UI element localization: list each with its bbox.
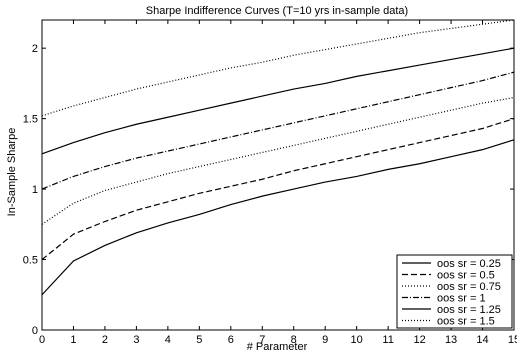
x-tick-label: 4	[165, 334, 171, 346]
y-tick-label: 1.5	[23, 114, 38, 126]
x-tick-label: 14	[476, 334, 488, 346]
x-tick-label: 11	[382, 334, 393, 346]
legend-label: oos sr = 0.25	[437, 258, 501, 270]
series-line-3	[42, 98, 514, 225]
x-tick-label: 6	[228, 334, 234, 346]
x-tick-label: 12	[413, 334, 425, 346]
y-tick-label: 2	[32, 43, 38, 55]
x-axis-label: # Parameter	[247, 341, 308, 353]
legend-label: oos sr = 0.75	[437, 281, 501, 293]
chart-title: Sharpe Indifference Curves (T=10 yrs in-…	[146, 5, 408, 17]
y-tick-label: 1	[32, 184, 38, 196]
legend-label: oos sr = 1	[437, 293, 486, 305]
series-line-5	[42, 48, 514, 154]
x-tick-label: 7	[259, 334, 265, 346]
y-tick-label: 0	[32, 325, 38, 337]
series-layer	[42, 20, 514, 295]
x-tick-label: 3	[133, 334, 139, 346]
x-tick-label: 1	[70, 334, 76, 346]
y-axis-label: In-Sample Sharpe	[6, 128, 18, 217]
x-tick-label: 2	[102, 334, 108, 346]
x-tick-label: 0	[39, 334, 45, 346]
x-tick-label: 10	[351, 334, 363, 346]
x-tick-label: 9	[322, 334, 328, 346]
x-tick-label: 8	[291, 334, 297, 346]
series-line-6	[42, 20, 514, 116]
legend-label: oos sr = 0.5	[437, 270, 495, 282]
legend-label: oos sr = 1.25	[437, 304, 501, 316]
series-line-2	[42, 119, 514, 260]
x-tick-label: 15	[508, 334, 517, 346]
legend-label: oos sr = 1.5	[437, 316, 495, 328]
y-tick-label: 0.5	[23, 255, 38, 267]
x-tick-label: 5	[196, 334, 202, 346]
x-tick-label: 13	[445, 334, 457, 346]
